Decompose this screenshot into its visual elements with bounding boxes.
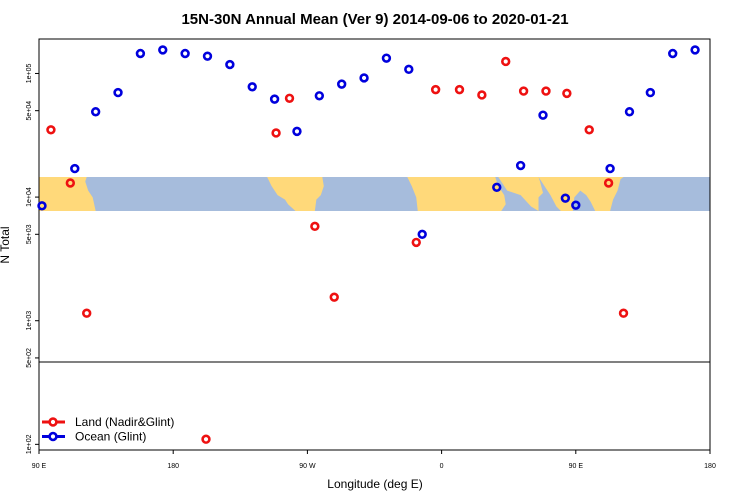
data-point [247, 82, 257, 92]
y-tick-label: 1e+04 [26, 187, 33, 207]
plot-frame [38, 38, 711, 451]
data-point [417, 229, 427, 240]
chart-title: 15N-30N Annual Mean (Ver 9) 2014-09-06 t… [181, 11, 568, 28]
data-point [225, 59, 235, 70]
data-point [202, 51, 213, 61]
x-tick-label: 180 [167, 463, 179, 470]
data-point [271, 128, 281, 138]
y-tick-label: 5e+02 [26, 348, 33, 368]
data-point [605, 163, 615, 174]
y-tick-label: 1e+02 [26, 434, 33, 454]
y-tick-label: 5e+03 [26, 224, 33, 244]
data-point [541, 86, 551, 96]
y-axis-label: N Total [0, 226, 12, 263]
series-land [46, 56, 629, 444]
x-tick-label: 180 [704, 463, 716, 470]
data-point [329, 292, 339, 302]
data-point [37, 201, 47, 211]
data-point [668, 48, 678, 59]
data-point [82, 308, 92, 318]
data-point [477, 90, 487, 100]
data-point [46, 125, 56, 135]
data-point [359, 73, 369, 83]
y-axis-ticks: 1e+02 5e+02 1e+03 5e+03 1e+04 5e+04 1e+05 [26, 64, 39, 454]
legend-label: Ocean (Glint) [75, 430, 146, 444]
series-ocean [37, 45, 700, 240]
data-point [492, 182, 502, 192]
data-point [618, 308, 629, 318]
data-point [269, 94, 280, 104]
x-tick-label: 90 E [569, 463, 584, 470]
legend-label: Land (Nadir&Glint) [75, 415, 174, 429]
map-land-2 [39, 177, 96, 211]
data-point [411, 237, 421, 248]
data-point [65, 178, 76, 188]
legend-marker [48, 431, 58, 442]
data-point [690, 45, 700, 55]
data-point [113, 87, 123, 98]
data-point [70, 163, 80, 174]
x-tick-label: 90 E [32, 463, 47, 470]
data-point [158, 45, 168, 55]
data-point [90, 107, 101, 117]
data-point [314, 91, 325, 101]
data-points [37, 45, 700, 444]
map-land-5 [498, 177, 543, 211]
x-tick-label: 0 [440, 463, 444, 470]
data-point [501, 56, 511, 67]
data-point [515, 160, 526, 171]
data-point [381, 53, 392, 63]
data-point [430, 84, 441, 95]
data-point [571, 200, 581, 210]
x-axis-ticks: 90 E 180 90 W 0 90 E 180 [32, 450, 716, 470]
map-land-4 [407, 177, 506, 211]
data-point [584, 125, 594, 135]
data-point [603, 178, 614, 188]
data-point [645, 87, 656, 98]
x-axis-label: Longitude (deg E) [327, 477, 422, 491]
y-tick-label: 5e+04 [26, 101, 33, 121]
data-point [404, 64, 414, 75]
world-map-band [39, 177, 710, 211]
x-tick-label: 90 W [299, 463, 316, 470]
data-point [310, 221, 320, 232]
data-point [562, 88, 572, 99]
y-tick-label: 1e+03 [26, 311, 33, 331]
data-point [518, 86, 529, 96]
legend: Land (Nadir&Glint)Ocean (Glint) [42, 415, 174, 444]
y-tick-label: 1e+05 [26, 64, 33, 84]
map-land-3 [267, 177, 324, 211]
data-point [180, 48, 190, 59]
data-point [292, 126, 302, 137]
data-point [538, 110, 548, 120]
legend-marker [48, 417, 58, 427]
data-point [624, 107, 635, 117]
data-point [201, 434, 211, 444]
data-point [560, 193, 571, 203]
data-point [284, 93, 295, 103]
map-land-6 [538, 177, 624, 211]
data-point [135, 48, 146, 59]
data-point [336, 79, 347, 89]
data-point [454, 84, 465, 95]
